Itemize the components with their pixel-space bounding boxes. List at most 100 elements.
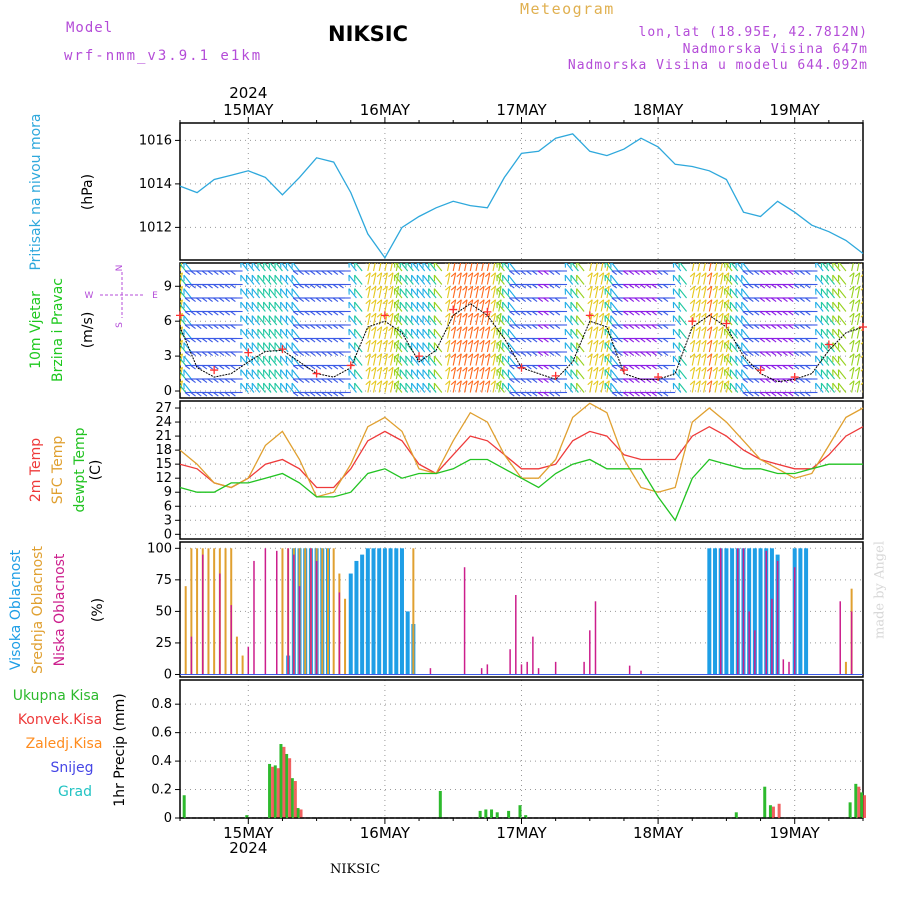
wind-arrow	[735, 369, 744, 380]
wind-arrow	[679, 263, 687, 272]
wind-arrow	[610, 328, 619, 339]
wind-arrow	[348, 342, 357, 353]
wind-arrow	[851, 263, 854, 272]
wind-arrow-head	[554, 297, 561, 303]
wind-arrow-head	[782, 311, 788, 316]
wind-arrow-head	[509, 351, 515, 357]
y-tick-label: 1014	[139, 177, 172, 192]
wind-arrow-head	[611, 284, 618, 289]
wind-arrow	[610, 342, 619, 353]
wind-arrow-head	[509, 378, 515, 384]
wind-arrow-head	[554, 270, 561, 276]
wind-arrow-head	[184, 284, 191, 289]
wind-arrow-head	[634, 392, 640, 397]
wind-arrow-head	[549, 351, 555, 357]
cloud-unit: (%)	[90, 598, 106, 622]
wind-arrow-head	[309, 338, 316, 343]
wind-arrow	[576, 369, 585, 380]
wind-arrow-head	[388, 272, 394, 278]
wind-arrow	[611, 263, 619, 272]
wind-arrow	[589, 353, 593, 366]
wind-arrow-head	[634, 311, 640, 316]
wind-arrow-head	[526, 311, 532, 316]
wind-arrow	[446, 263, 450, 272]
wind-arrow	[481, 286, 485, 299]
wind-arrow-head	[537, 392, 544, 397]
wind-arrow-head	[184, 311, 191, 316]
wind-arrow-head	[520, 311, 527, 316]
wind-arrow-head	[201, 324, 208, 330]
wind-arrow-head	[388, 366, 394, 372]
wind-arrow	[820, 288, 830, 299]
wind-arrow-head	[450, 299, 457, 305]
wind-arrow	[246, 263, 255, 272]
wind-arrow	[354, 301, 363, 312]
wind-arrow	[378, 263, 382, 272]
wind-arrow	[697, 313, 701, 326]
wind-arrow	[589, 367, 593, 380]
cloud-low-bar	[737, 548, 739, 675]
wind-arrow	[390, 313, 394, 326]
wind-arrow-head	[327, 338, 333, 343]
gust-marker	[415, 352, 424, 361]
wind-arrow-head	[180, 380, 183, 384]
cloud-high-bar	[758, 548, 763, 675]
precip-total-bar	[279, 744, 283, 818]
wind-arrow-head	[634, 284, 640, 289]
wind-arrow-head	[207, 378, 213, 384]
wind-legend-s: S	[115, 322, 125, 328]
cloud-mid-bar	[196, 548, 199, 675]
wind-arrow-head	[628, 297, 635, 303]
wind-arrow	[492, 263, 496, 272]
wind-arrow-head	[315, 324, 322, 330]
wind-arrow-head	[526, 365, 532, 370]
wind-arrow-head	[645, 297, 652, 303]
wind-arrow-head	[479, 366, 485, 372]
wind-arrow	[481, 326, 485, 339]
wind-arrow	[594, 263, 598, 272]
cloud-low-bar	[509, 649, 511, 675]
wind-arrow	[184, 263, 192, 272]
gust-marker	[176, 311, 184, 320]
wind-arrow-head	[201, 338, 208, 343]
wind-arrow	[502, 342, 511, 353]
cloud-low-bar	[315, 560, 318, 675]
wind-arrow-head	[321, 297, 327, 303]
wind-arrow-head	[180, 366, 183, 371]
y-tick-label: 12	[155, 471, 172, 486]
wind-arrow	[720, 286, 724, 299]
wind-arrow	[703, 353, 707, 366]
wind-arrow-head	[365, 312, 371, 318]
wind-arrow	[502, 328, 511, 339]
wind-arrow	[469, 286, 474, 299]
wind-arrow	[411, 328, 420, 339]
wind-arrow-head	[549, 311, 555, 316]
y-tick-label: 25	[155, 636, 172, 651]
wind-arrow	[422, 328, 431, 339]
wind-arrow-head	[207, 365, 213, 370]
wind-arrow-head	[184, 270, 191, 276]
cloud-low-title: Niska Oblacnost	[52, 553, 68, 666]
wind-arrow	[851, 367, 855, 380]
wind-arrow-head	[456, 366, 462, 372]
wind-arrow-head	[184, 378, 191, 384]
wind-arrow-head	[479, 285, 485, 291]
y-tick-label: 15	[155, 457, 172, 472]
wind-arrow	[486, 340, 491, 353]
wind-arrow	[594, 272, 599, 285]
wind-arrow	[724, 274, 733, 285]
wind-arrow-head	[753, 297, 760, 303]
wind-arrow	[604, 274, 613, 285]
wind-arrow	[832, 342, 841, 353]
wind-arrow-head	[617, 270, 623, 276]
wind-arrow	[564, 382, 574, 393]
wind-arrow	[486, 326, 491, 339]
wind-arrow	[240, 328, 249, 339]
wind-arrow-head	[543, 365, 549, 370]
wind-arrow-head	[298, 270, 305, 276]
wind-arrow-head	[628, 378, 635, 384]
wind-arrow	[729, 382, 739, 393]
wind-arrow	[564, 342, 574, 353]
wind-arrow	[428, 328, 437, 339]
wind-arrow	[589, 286, 593, 299]
